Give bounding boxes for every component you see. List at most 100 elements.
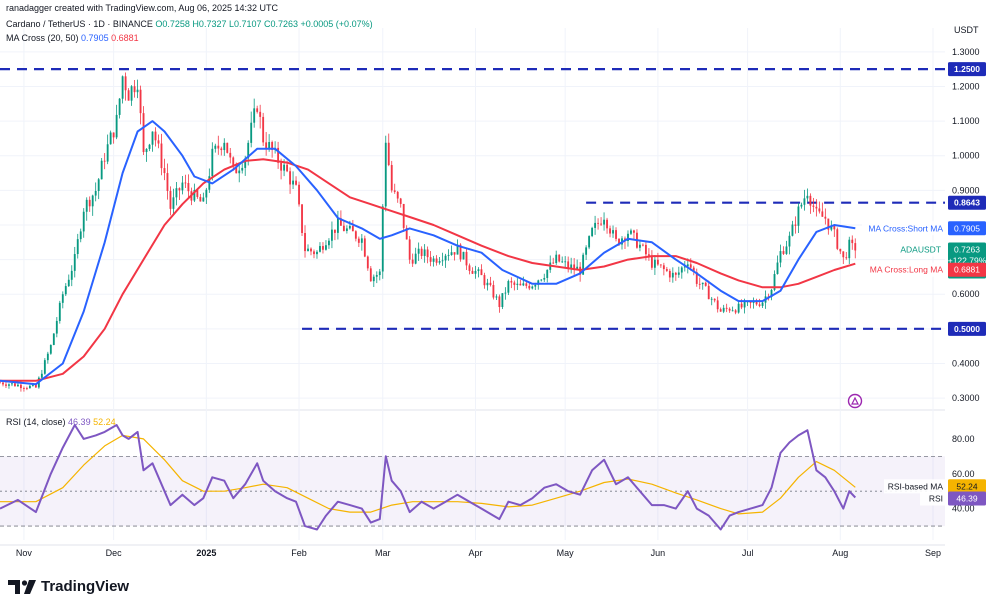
candle-body	[800, 204, 803, 207]
candle-body	[647, 254, 650, 256]
ma-long-tag-bg	[948, 262, 986, 277]
candle-body	[722, 307, 725, 312]
tradingview-logo[interactable]: TradingView	[8, 578, 129, 595]
level-high-tag-bg	[948, 62, 986, 77]
candle-body	[241, 167, 244, 171]
candle-body	[710, 298, 713, 300]
ma-short-name-tag-text: MA Cross:Short MA	[868, 223, 943, 233]
brand-name: TradingView	[41, 578, 130, 595]
candle-body	[677, 272, 680, 275]
level-high-tag-text: 1.2500	[954, 64, 980, 74]
time-tick-label: Jul	[742, 548, 754, 558]
candle-body	[728, 308, 731, 311]
candle-body	[331, 229, 333, 241]
candle-body	[546, 269, 549, 278]
candle-body	[52, 333, 55, 345]
candle-body	[277, 147, 280, 163]
ma-legend-label: MA Cross (20, 50)	[6, 33, 79, 43]
candle-body	[761, 302, 764, 306]
rsi-band-fill	[0, 456, 945, 527]
candle-body	[387, 142, 390, 166]
rsi-tick-label: 80.00	[952, 434, 975, 444]
rsi-ma-tag: 52.24	[948, 479, 986, 494]
time-tick-label: Mar	[375, 548, 391, 558]
candle-body	[139, 89, 142, 114]
ma-long-line	[0, 158, 856, 382]
level-low-tag-bg	[948, 321, 986, 336]
candle-body	[342, 225, 345, 231]
candle-body	[76, 239, 79, 255]
rsi-name-tag-text: RSI	[929, 493, 943, 503]
time-tick-label: Feb	[291, 548, 307, 558]
candle-body	[462, 251, 465, 260]
candle-body	[82, 211, 85, 232]
candle-body	[46, 353, 49, 361]
level-mid-tag-text: 0.8643	[954, 198, 980, 208]
candle-body	[827, 218, 830, 230]
candle-body	[725, 307, 728, 309]
candle-body	[253, 108, 256, 123]
candle-body	[797, 206, 800, 226]
candle-body	[564, 261, 567, 263]
ma-long-legend-value: 0.6881	[111, 33, 139, 43]
candle-body	[591, 227, 594, 237]
candle-body	[295, 180, 297, 185]
time-tick-label: May	[557, 548, 575, 558]
candle-body	[438, 261, 441, 263]
time-tick-label: Apr	[468, 548, 482, 558]
candle-body	[103, 160, 106, 162]
candle-body	[534, 284, 537, 287]
candle-body	[8, 384, 10, 386]
candle-body	[298, 184, 300, 205]
candle-body	[848, 239, 851, 259]
candle-body	[214, 145, 217, 149]
candle-body	[11, 383, 13, 385]
candle-body	[85, 199, 88, 212]
candle-body	[630, 230, 632, 234]
candle-body	[429, 257, 432, 262]
alert-icon[interactable]	[847, 393, 863, 409]
candle-body	[399, 198, 402, 204]
candle-body	[698, 283, 701, 285]
price-tags: 1.2500 0.8643 0.5000 MA Cross:Short MA 0.790…	[862, 62, 987, 506]
candle-body	[238, 170, 241, 174]
rsi-tag-text: 46.39	[956, 493, 978, 503]
candle-body	[665, 269, 668, 271]
ma-legend[interactable]: MA Cross (20, 50) 0.7905 0.6881	[6, 33, 139, 43]
rsi-name-tag-bg	[920, 491, 946, 506]
candle-body	[582, 254, 585, 275]
candle-body	[492, 285, 495, 298]
ma-short-legend-value: 0.7905	[81, 33, 109, 43]
candle-body	[585, 247, 588, 255]
candle-body	[680, 267, 683, 273]
rsi-tick-label: 40.00	[952, 504, 975, 514]
candle-body	[600, 223, 602, 225]
candle-body	[474, 270, 477, 274]
candle-body	[405, 227, 408, 240]
rsi-legend[interactable]: RSI (14, close) 46.39 52.24	[6, 417, 116, 427]
time-axis[interactable]: Nov Dec 2025 Feb Mar Apr May Jun Jul Aug Sep	[16, 548, 941, 558]
candle-body	[609, 228, 611, 234]
candle-body	[88, 199, 91, 207]
candle-body	[262, 116, 265, 143]
rsi-ma-name-tag: RSI-based MA	[884, 479, 946, 494]
time-tick-label: 2025	[196, 548, 216, 558]
candle-body	[235, 166, 238, 174]
candle-body	[112, 132, 115, 138]
candle-body	[540, 279, 543, 281]
candle-body	[0, 382, 1, 384]
ma-long-name-tag: MA Cross:Long MA	[866, 262, 946, 277]
candle-body	[360, 238, 363, 243]
candle-body	[594, 222, 597, 228]
candle-body	[265, 142, 268, 149]
candle-body	[310, 248, 312, 252]
candle-body	[354, 231, 357, 239]
candle-body	[184, 182, 187, 184]
candle-body	[803, 198, 806, 205]
candle-body	[483, 275, 486, 286]
candle-body	[348, 225, 351, 229]
horizontal-levels[interactable]	[0, 68, 945, 330]
rsi-name-tag: RSI	[920, 491, 946, 506]
candle-body	[615, 230, 617, 239]
